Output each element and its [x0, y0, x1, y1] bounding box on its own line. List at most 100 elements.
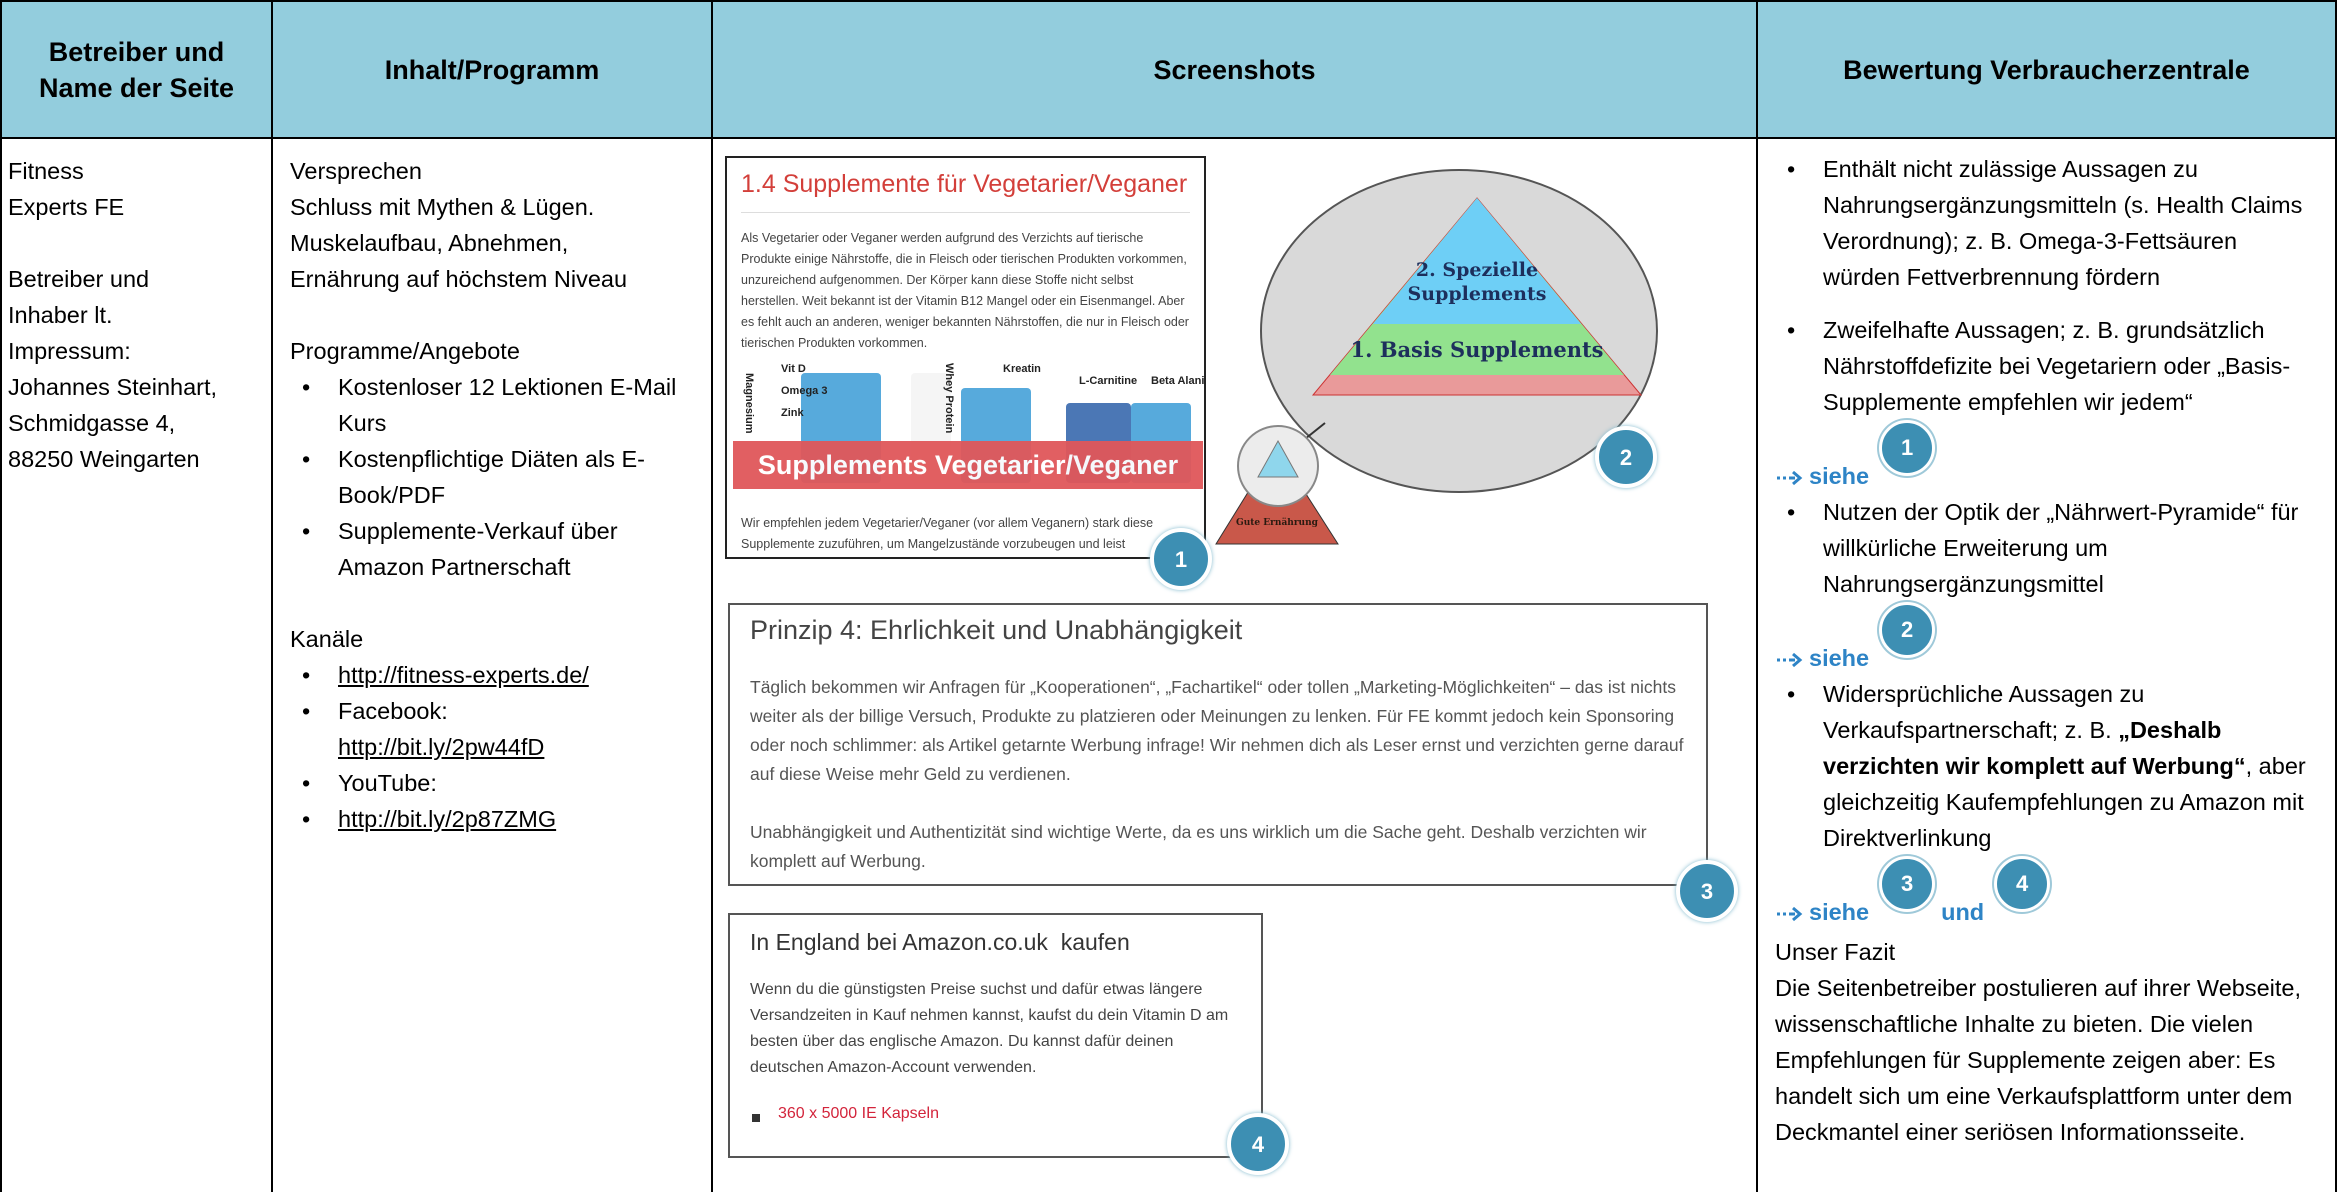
ref-badge: 1 [1879, 420, 1936, 476]
channel-link[interactable]: http://fitness-experts.de/ [338, 662, 589, 688]
screenshot-amazon: In England bei Amazon.co.uk kaufen Wenn … [728, 913, 1263, 1158]
product-label: Beta Alanin [1151, 375, 1206, 387]
badge-number: 3 [1701, 879, 1713, 904]
mini-pyramid [1257, 439, 1299, 478]
section-heading: Kanäle [290, 626, 364, 652]
shot-title: 1.4 Supplemente für Vegetarier/Veganer [741, 170, 1188, 198]
section-heading: Programme/Angebote [290, 338, 520, 364]
arrow-path [1777, 470, 1803, 486]
screenshot-supplements: 1.4 Supplemente für Vegetarier/Veganer A… [725, 156, 1206, 559]
name-line: Fitness [8, 158, 84, 184]
header-cell: Bewertung Verbraucherzentrale [1758, 0, 2335, 139]
channel-label: Facebook: [338, 698, 448, 724]
see-row: siehe 1 [1775, 420, 2317, 494]
detail-line: 88250 Weingarten [8, 446, 200, 472]
pyramid-label: Supplements [1408, 283, 1547, 305]
promise-line: Muskelaufbau, Abnehmen, [290, 230, 569, 256]
detail-line: Schmidgasse 4, [8, 410, 176, 436]
paragraph: Täglich bekommen wir Anfragen für „Koope… [750, 677, 1684, 784]
arrow-icon [1777, 652, 1803, 668]
column-rating: Bewertung Verbraucherzentrale Enthält ni… [1756, 0, 2337, 1192]
badge-number: 4 [1252, 1132, 1265, 1157]
divider [741, 212, 1190, 213]
channel-item: http://bit.ly/2p87ZMG [302, 801, 701, 837]
column-operator: Betreiber und Name der Seite Fitness Expe… [0, 0, 271, 1192]
promise-line: Ernährung auf höchstem Niveau [290, 266, 628, 292]
banner: Supplements Vegetarier/Veganer [733, 441, 1203, 489]
ref-badge: 2 [1879, 602, 1936, 658]
header-cell: Inhalt/Programm [273, 0, 711, 139]
detail-line: Johannes Steinhart, [8, 374, 218, 400]
see-row: siehe 3 und 4 [1775, 856, 2317, 930]
operator-cell: Fitness Experts FE Betreiber und Inhaber l… [2, 139, 271, 491]
shot-text: Als Vegetarier oder Veganer werden aufgr… [741, 231, 1189, 350]
column-content: Inhalt/Programm Versprechen Schluss mit … [271, 0, 711, 1192]
conclusion-heading: Unser Fazit [1775, 939, 1896, 965]
ref-connector: und [1941, 899, 1985, 925]
pyramid-top [1373, 198, 1581, 324]
rating-cell: Enthält nicht zulässige Aussagen zu Nahr… [1758, 139, 2335, 1150]
channel-item: Facebook: http://bit.ly/2pw44fD [302, 693, 701, 765]
pyramid-label: Gute Ernährung [1236, 517, 1319, 528]
promise-text: Schluss mit Mythen & Lügen. Muskelaufbau,… [290, 189, 701, 297]
promise-line: Schluss mit Mythen & Lügen. [290, 194, 595, 220]
list-bullet [752, 1114, 760, 1122]
channel-label: YouTube: [338, 770, 437, 796]
arrow-icon [1777, 906, 1803, 922]
rating-list: Enthält nicht zulässige Aussagen zu Nahr… [1775, 151, 2317, 930]
shot-text: Wenn du die günstigsten Preise suchst un… [750, 981, 1229, 1076]
product-label: L-Carnitine [1079, 375, 1138, 387]
arrow-icon [1777, 470, 1803, 486]
shot-text: Täglich bekommen wir Anfragen für „Koope… [750, 673, 1690, 876]
rating-item: Zweifelhafte Aussagen; z. B. grundsätzli… [1777, 312, 2317, 494]
detail-line: Inhaber lt. [8, 302, 113, 328]
operator-name: Fitness Experts FE [8, 153, 265, 225]
channel-list: http://fitness-experts.de/Facebook: http:… [290, 657, 701, 837]
channel-item: YouTube: [302, 765, 701, 801]
shot-title: In England bei Amazon.co.uk kaufen [750, 929, 1130, 955]
rating-item: Nutzen der Optik der „Nährwert-Pyramide“… [1777, 494, 2317, 676]
screenshots-cell: 1.4 Supplemente für Vegetarier/Veganer A… [713, 139, 1756, 1192]
name-line: Experts FE [8, 194, 125, 220]
pyramid-label: 1. Basis Supplements [1350, 337, 1603, 362]
column-screenshots: Screenshots 1.4 Supplemente für Vegetari… [711, 0, 1756, 1192]
rating-item: Enthält nicht zulässige Aussagen zu Nahr… [1787, 151, 2317, 295]
program-list: Kostenloser 12 Lektionen E-Mail KursKost… [290, 369, 701, 585]
section-heading: Versprechen [290, 158, 422, 184]
shot-title: Prinzip 4: Ehrlichkeit und Unabhängigkei… [750, 615, 1243, 645]
header-cell: Screenshots [713, 0, 1756, 139]
program-item: Kostenpflichtige Diäten als E-Book/PDF [302, 441, 701, 513]
detail-line: Impressum: [8, 338, 131, 364]
rating-text: Enthält nicht zulässige Aussagen zu Nahr… [1823, 156, 2303, 290]
product-label: Kreatin [1003, 363, 1041, 375]
conclusion-text: Die Seitenbetreiber postulieren auf ihre… [1775, 975, 2301, 1145]
channel-link[interactable]: http://bit.ly/2p87ZMG [338, 806, 557, 832]
content-cell: Versprechen Schluss mit Mythen & Lügen. M… [273, 139, 711, 851]
header-cell: Betreiber und Name der Seite [2, 0, 271, 139]
detail-line: Betreiber und [8, 266, 150, 292]
rating-text: , aber gleichzeitig Kaufempfehlungen zu … [1823, 753, 2306, 851]
see-label: siehe [1809, 463, 1870, 489]
operator-details: Betreiber und Inhaber lt. Impressum: Johann… [8, 261, 265, 477]
badge [1676, 860, 1738, 922]
rating-text: Nutzen der Optik der „Nährwert-Pyramide“… [1823, 499, 2299, 597]
rating-text: „Deshalb verzichten wir komplett auf Wer… [1823, 717, 2246, 779]
product-label: Vit D [781, 363, 806, 375]
channel-link[interactable]: http://bit.ly/2pw44fD [338, 734, 545, 760]
screenshot-principle: Prinzip 4: Ehrlichkeit und Unabhängigkei… [728, 603, 1708, 886]
product-label: Zink [781, 407, 804, 419]
shot-link: 360 x 5000 IE Kapseln [778, 1105, 940, 1122]
paragraph: Unabhängigkeit und Authentizität sind wi… [750, 822, 1647, 871]
product-label: Omega 3 [781, 385, 828, 397]
badge-number: 2 [1620, 445, 1632, 470]
arrow-path [1777, 652, 1803, 668]
badge [1595, 426, 1657, 488]
see-label: siehe [1809, 899, 1870, 925]
ref-badge: 3 [1879, 856, 1936, 912]
badge [1150, 528, 1212, 590]
rating-item: Widersprüchliche Aussagen zu Verkaufspar… [1777, 676, 2317, 930]
arrow-path [1777, 906, 1803, 922]
connector [1304, 422, 1326, 440]
